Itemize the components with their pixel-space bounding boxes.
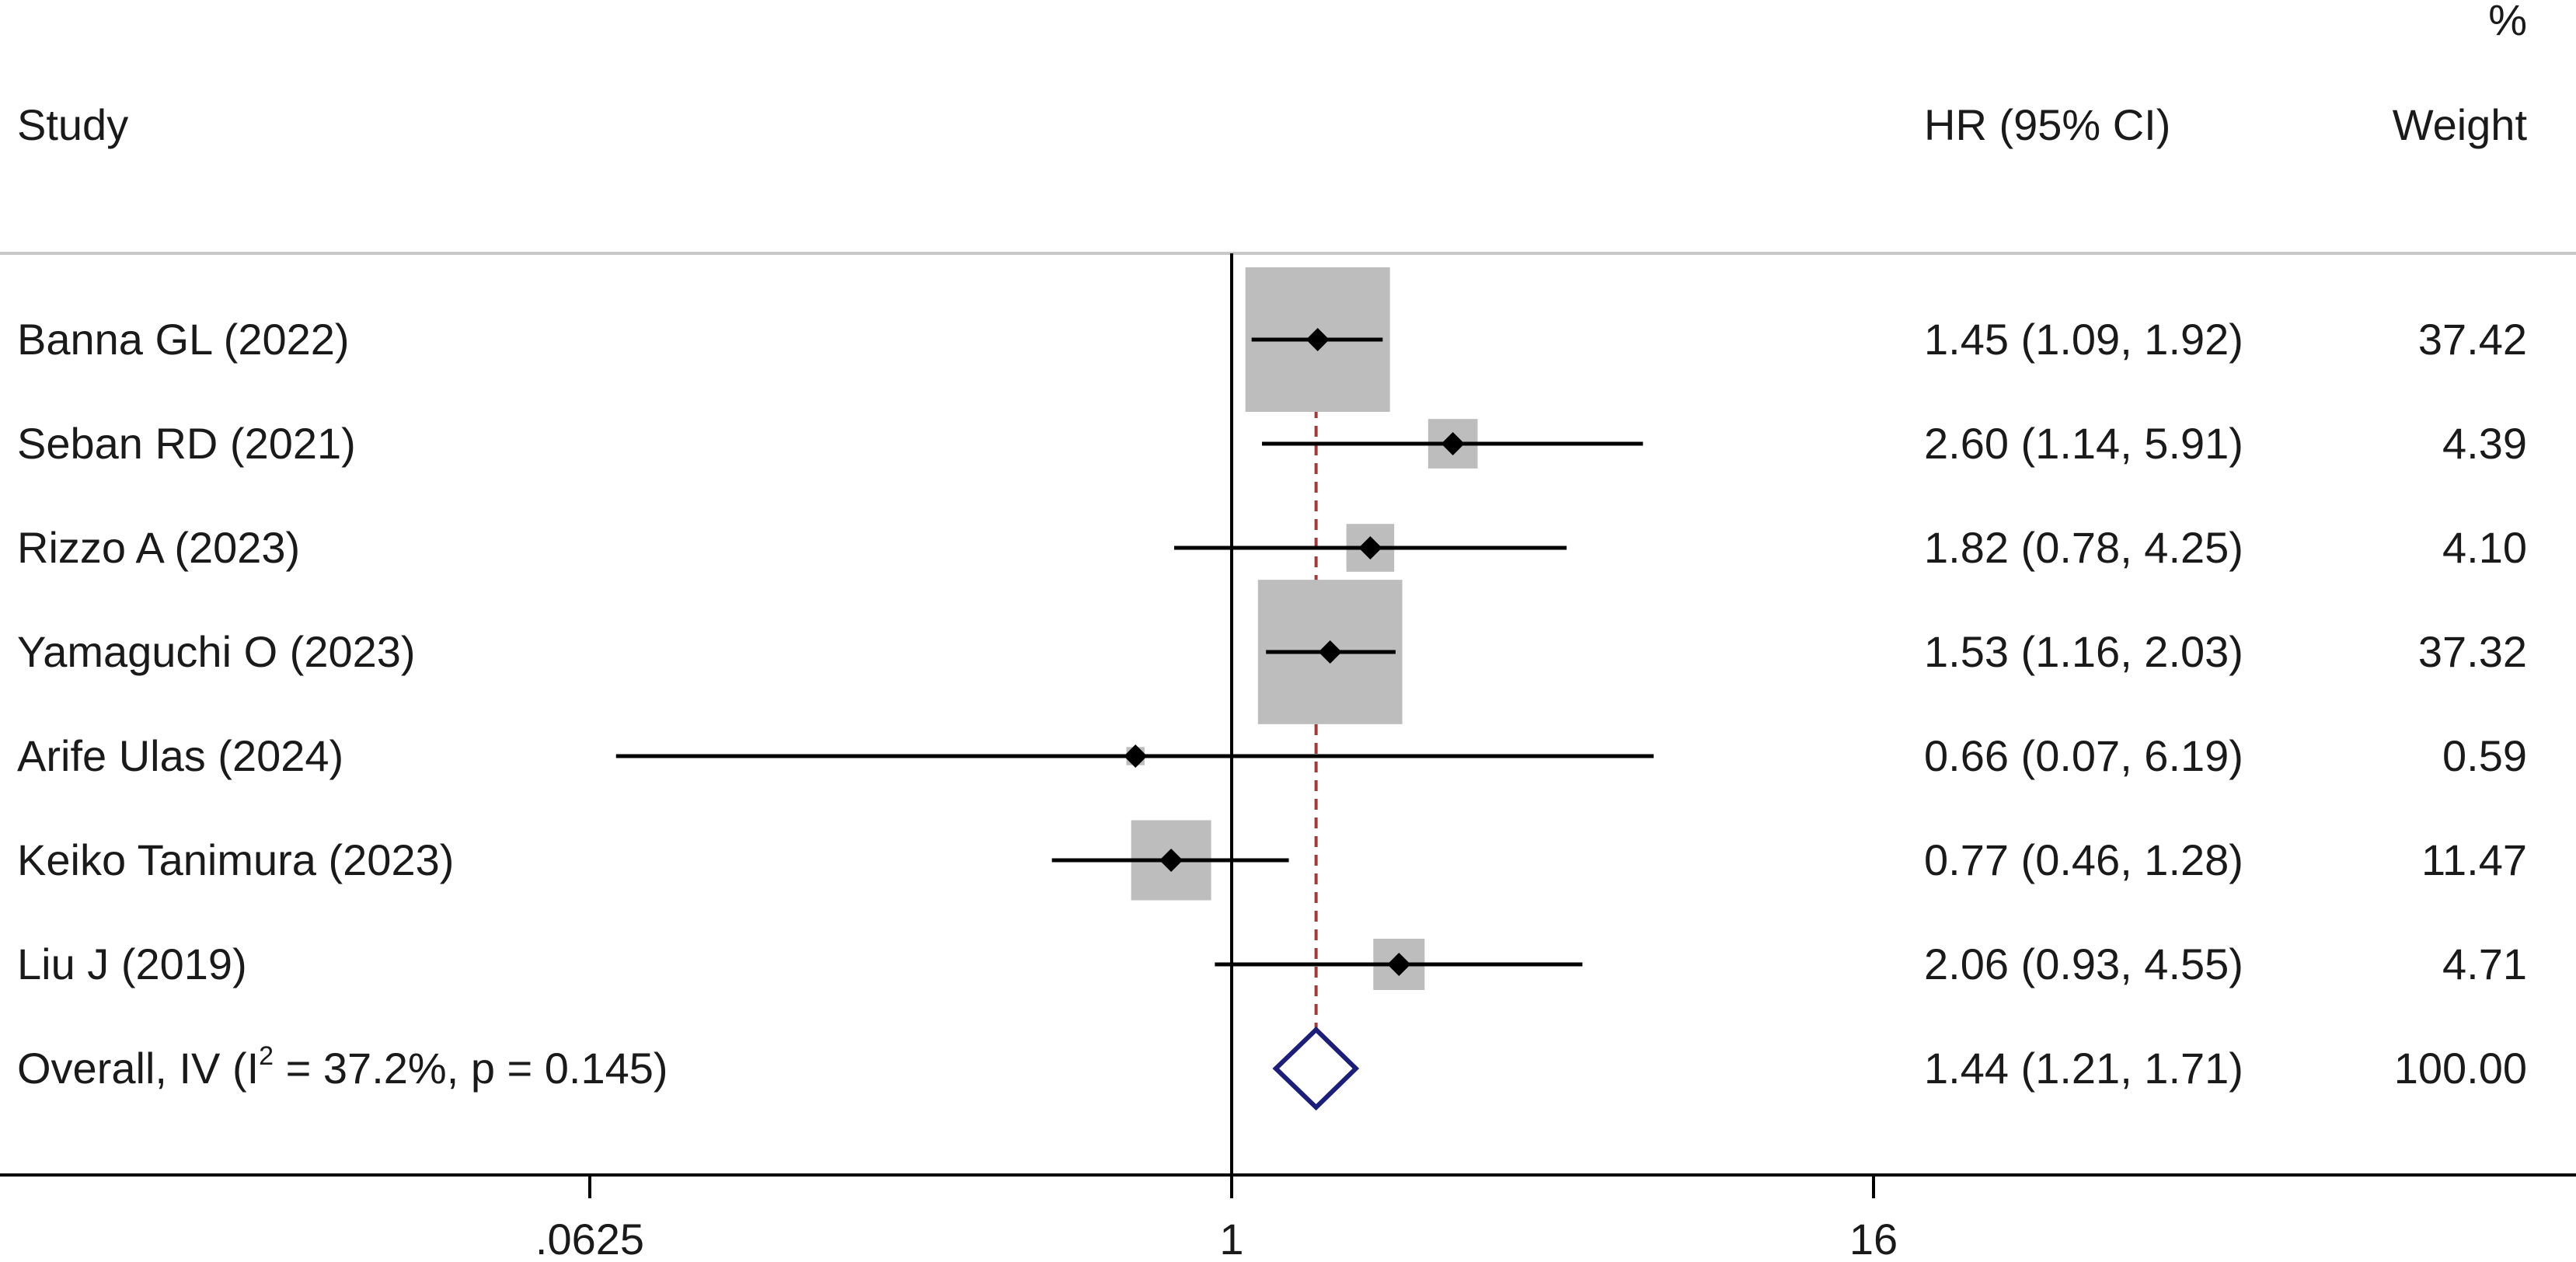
- x-axis: .0625 1 16: [0, 1173, 2576, 1262]
- overall-label: Overall, IV (I2 = 37.2%, p = 0.145): [17, 1041, 668, 1093]
- header-study: Study: [17, 100, 128, 149]
- weight-text: 37.42: [2418, 315, 2527, 364]
- overall-label-prefix: Overall, IV (I: [17, 1044, 259, 1093]
- study-label: Banna GL (2022): [17, 315, 350, 364]
- study-label: Yamaguchi O (2023): [17, 627, 416, 676]
- study-row: Liu J (2019) 2.06 (0.93, 4.55) 4.71: [17, 939, 2527, 990]
- point-estimate: [1305, 328, 1330, 351]
- study-row: Keiko Tanimura (2023) 0.77 (0.46, 1.28) 11…: [17, 820, 2527, 901]
- study-rows: Banna GL (2022) 1.45 (1.09, 1.92) 37.42 Seb…: [17, 267, 2527, 990]
- study-label: Liu J (2019): [17, 940, 247, 988]
- overall-weight-text: 100.00: [2394, 1044, 2527, 1093]
- study-label: Keiko Tanimura (2023): [17, 835, 454, 884]
- weight-text: 0.59: [2442, 731, 2527, 780]
- overall-label-suffix: = 37.2%, p = 0.145): [274, 1044, 668, 1093]
- study-label: Rizzo A (2023): [17, 523, 300, 572]
- study-row: Rizzo A (2023) 1.82 (0.78, 4.25) 4.10: [17, 523, 2527, 572]
- point-estimate: [1318, 640, 1342, 664]
- point-estimate: [1441, 432, 1465, 455]
- point-estimate: [1387, 953, 1411, 976]
- study-row: Banna GL (2022) 1.45 (1.09, 1.92) 37.42: [17, 267, 2527, 412]
- x-tick-label: 16: [1849, 1215, 1898, 1262]
- point-estimate: [1124, 744, 1148, 768]
- weight-text: 4.71: [2442, 940, 2527, 988]
- header-weight: Weight: [2393, 100, 2528, 149]
- weight-text: 4.10: [2442, 523, 2527, 572]
- header-effect: HR (95% CI): [1924, 100, 2170, 149]
- study-label: Seban RD (2021): [17, 419, 356, 468]
- effect-ci-text: 1.53 (1.16, 2.03): [1924, 627, 2243, 676]
- effect-ci-text: 1.45 (1.09, 1.92): [1924, 315, 2243, 364]
- overall-label-superscript: 2: [259, 1041, 274, 1071]
- overall-ci-text: 1.44 (1.21, 1.71): [1924, 1044, 2243, 1093]
- overall-row: Overall, IV (I2 = 37.2%, p = 0.145) 1.44 …: [17, 1026, 2527, 1111]
- weight-text: 11.47: [2421, 835, 2527, 884]
- x-tick-label: .0625: [535, 1215, 644, 1262]
- header-weight-percent: %: [2488, 0, 2527, 44]
- effect-ci-text: 1.82 (0.78, 4.25): [1924, 523, 2243, 572]
- overall-diamond: [1272, 1026, 1360, 1111]
- effect-ci-text: 2.60 (1.14, 5.91): [1924, 419, 2243, 468]
- effect-ci-text: 0.66 (0.07, 6.19): [1924, 731, 2243, 780]
- x-tick-label: 1: [1219, 1215, 1243, 1262]
- study-row: Yamaguchi O (2023) 1.53 (1.16, 2.03) 37.32: [17, 580, 2527, 724]
- weight-text: 4.39: [2442, 419, 2527, 468]
- effect-ci-text: 2.06 (0.93, 4.55): [1924, 940, 2243, 988]
- point-estimate: [1358, 536, 1382, 560]
- study-label: Arife Ulas (2024): [17, 731, 343, 780]
- study-row: Seban RD (2021) 2.60 (1.14, 5.91) 4.39: [17, 419, 2527, 469]
- point-estimate: [1159, 849, 1183, 872]
- effect-ci-text: 0.77 (0.46, 1.28): [1924, 835, 2243, 884]
- study-row: Arife Ulas (2024) 0.66 (0.07, 6.19) 0.59: [17, 731, 2527, 780]
- weight-text: 37.32: [2418, 627, 2527, 676]
